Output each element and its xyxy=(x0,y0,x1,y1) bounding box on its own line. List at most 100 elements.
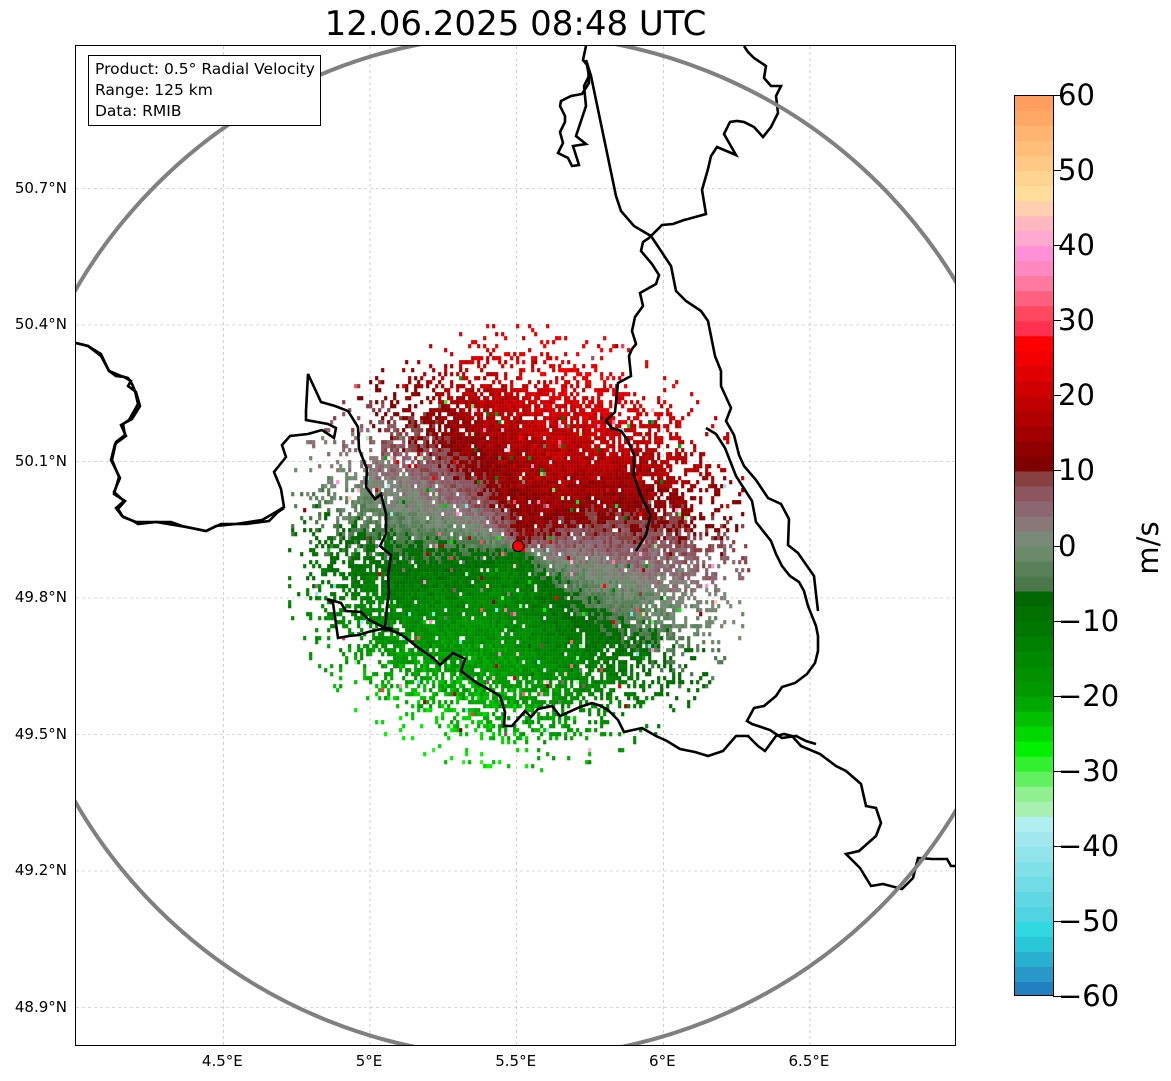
echo-gate xyxy=(534,508,538,513)
echo-gate xyxy=(429,508,433,513)
echo-gate xyxy=(390,516,394,521)
echo-gate xyxy=(510,468,514,473)
echo-gate xyxy=(504,404,508,409)
echo-gate xyxy=(369,516,373,521)
echo-gate xyxy=(462,512,466,517)
echo-gate xyxy=(555,380,559,385)
echo-gate xyxy=(540,452,544,457)
echo-gate xyxy=(486,524,490,529)
echo-gate xyxy=(396,564,400,569)
echo-gate xyxy=(363,536,367,541)
echo-gate xyxy=(480,444,484,449)
echo-gate xyxy=(396,412,400,417)
echo-gate xyxy=(345,516,349,521)
echo-gate xyxy=(423,412,427,417)
echo-gate xyxy=(393,404,397,409)
echo-gate xyxy=(525,396,529,401)
echo-gate xyxy=(654,480,658,485)
echo-gate xyxy=(570,384,574,389)
echo-gate xyxy=(663,564,667,569)
echo-gate xyxy=(450,504,454,509)
echo-gate xyxy=(597,576,601,581)
echo-gate xyxy=(552,368,556,373)
echo-gate xyxy=(594,536,598,541)
echo-gate xyxy=(465,524,469,529)
echo-gate xyxy=(420,536,424,541)
echo-gate xyxy=(396,444,400,449)
echo-gate xyxy=(375,400,379,405)
echo-gate xyxy=(708,544,712,549)
echo-gate xyxy=(540,568,544,573)
echo-gate xyxy=(435,544,439,549)
echo-gate xyxy=(552,420,556,425)
echo-gate xyxy=(516,356,520,361)
echo-gate xyxy=(684,468,688,473)
echo-gate xyxy=(495,332,499,337)
echo-gate xyxy=(384,452,388,457)
echo-gate xyxy=(396,512,400,517)
echo-gate xyxy=(612,508,616,513)
echo-gate xyxy=(564,464,568,469)
echo-gate xyxy=(399,536,403,541)
echo-gate xyxy=(501,452,505,457)
echo-gate xyxy=(546,512,550,517)
echo-gate xyxy=(477,532,481,537)
echo-gate xyxy=(522,336,526,341)
echo-gate xyxy=(699,456,703,461)
echo-gate xyxy=(441,384,445,389)
echo-gate xyxy=(615,472,619,477)
echo-gate xyxy=(468,504,472,509)
echo-gate xyxy=(720,484,724,489)
echo-gate xyxy=(501,408,505,413)
echo-gate xyxy=(534,572,538,577)
echo-gate xyxy=(402,536,406,541)
echo-gate xyxy=(642,528,646,533)
echo-gate xyxy=(591,464,595,469)
echo-gate xyxy=(555,440,559,445)
echo-gate xyxy=(438,500,442,505)
echo-gate xyxy=(615,424,619,429)
echo-gate xyxy=(429,432,433,437)
echo-gate xyxy=(531,512,535,517)
echo-gate xyxy=(507,352,511,357)
echo-gate xyxy=(531,364,535,369)
echo-gate xyxy=(624,480,628,485)
echo-gate xyxy=(375,568,379,573)
echo-gate xyxy=(690,548,694,553)
echo-gate xyxy=(639,476,643,481)
echo-gate xyxy=(474,556,478,561)
echo-gate xyxy=(480,384,484,389)
echo-gate xyxy=(423,572,427,577)
echo-gate xyxy=(537,432,541,437)
echo-gate xyxy=(486,388,490,393)
echo-gate xyxy=(315,496,319,501)
echo-gate xyxy=(537,496,541,501)
echo-gate xyxy=(573,560,577,565)
echo-gate xyxy=(687,524,691,529)
echo-gate xyxy=(429,556,433,561)
echo-gate xyxy=(618,480,622,485)
echo-gate xyxy=(423,492,427,497)
echo-gate xyxy=(555,428,559,433)
echo-gate xyxy=(597,488,601,493)
echo-gate xyxy=(354,528,358,533)
echo-gate xyxy=(489,400,493,405)
echo-gate xyxy=(522,400,526,405)
echo-gate xyxy=(468,420,472,425)
echo-gate xyxy=(558,432,562,437)
echo-gate xyxy=(507,456,511,461)
echo-gate xyxy=(408,528,412,533)
echo-gate xyxy=(393,456,397,461)
echo-gate xyxy=(318,504,322,509)
echo-gate xyxy=(540,428,544,433)
echo-gate xyxy=(393,464,397,469)
echo-gate xyxy=(549,576,553,581)
echo-gate xyxy=(564,528,568,533)
echo-gate xyxy=(618,576,622,581)
echo-gate xyxy=(567,460,571,465)
echo-gate xyxy=(492,516,496,521)
echo-gate xyxy=(717,488,721,493)
echo-gate xyxy=(549,424,553,429)
echo-gate xyxy=(594,524,598,529)
echo-gate xyxy=(639,528,643,533)
